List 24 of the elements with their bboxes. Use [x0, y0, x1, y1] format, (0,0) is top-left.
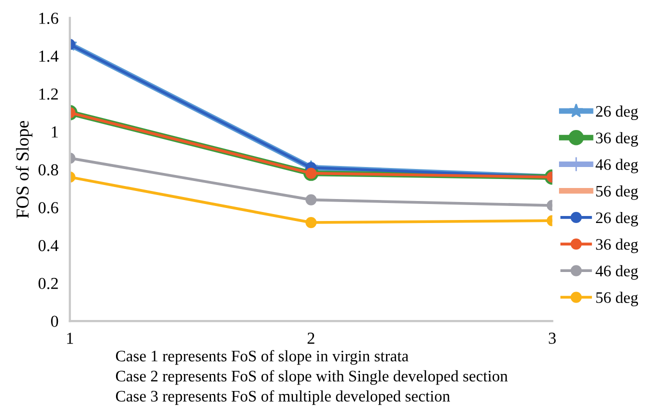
y-tick-label: 1 — [52, 126, 58, 138]
text: Case 1 represents FoS of slope in virgin strata — [116, 350, 408, 365]
text: Case 3 represents FoS of multiple developed section — [116, 390, 450, 405]
legend-label: 36 deg — [596, 238, 638, 254]
legend-label: 36 deg — [596, 132, 638, 147]
x-tick-label: 1 — [67, 332, 74, 344]
legend-label: 56 deg — [596, 185, 638, 200]
y-tick-label: 1.4 — [39, 50, 58, 62]
y-tick-label: 0.2 — [38, 278, 58, 290]
y-tick-label: 0.6 — [38, 202, 58, 214]
y-tick-label: 1.2 — [39, 88, 58, 100]
y-tick-label: 1.6 — [39, 12, 58, 24]
y-tick-label: 0.4 — [38, 240, 58, 252]
legend-label: 46 deg — [596, 158, 638, 174]
legend-label: 26 deg — [596, 106, 638, 120]
y-axis-title: FOS of Slope — [16, 120, 32, 218]
text: Case 2 represents FoS of slope with Single developed section — [116, 370, 508, 385]
legend-label: 46 deg — [596, 265, 638, 280]
legend-label: 26 deg — [596, 212, 638, 226]
y-tick-label: 0.8 — [38, 164, 58, 176]
x-tick-label: 3 — [548, 332, 556, 344]
x-tick-label: 2 — [308, 332, 314, 344]
legend-label: 56 deg — [596, 292, 638, 306]
y-tick-label: 0 — [51, 316, 58, 327]
